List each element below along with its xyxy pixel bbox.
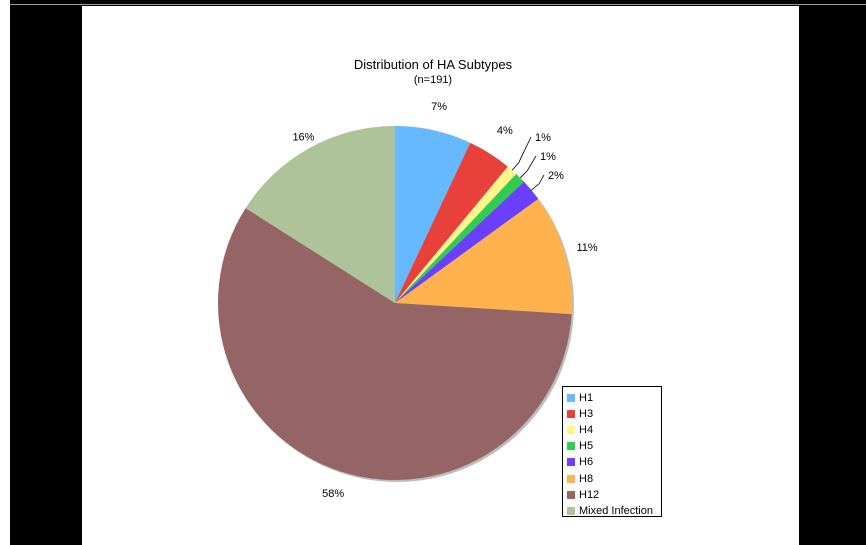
legend-swatch [567,442,575,451]
legend-label: H8 [579,472,594,485]
slice-label-h4: 1% [535,132,551,144]
legend-swatch [567,490,575,499]
slice-label-h5: 1% [540,151,556,163]
pie-slice-h3 [395,142,508,303]
left-margin [0,0,10,545]
legend-label: H5 [579,440,594,453]
legend-swatch [567,394,575,403]
pie-slice-mixed-infection [245,125,395,303]
top-divider [0,4,866,5]
slice-label-h8: 11% [576,242,597,254]
chart-legend: H1 H3 H4 H5 H6 H8 H12 Mixed Infection [562,386,662,517]
leader-line-h4 [511,136,532,171]
legend-swatch [567,410,575,419]
pie-slice-h1 [395,126,471,303]
legend-item-mixed-infection: Mixed Infection [567,503,657,519]
slice-label-h3: 4% [497,125,513,137]
chart-subtitle: (n=191) [413,74,453,86]
legend-swatch [567,458,575,467]
chart-title: Distribution of HA Subtypes [353,57,513,72]
leader-line-h5 [519,155,537,179]
legend-label: H4 [579,424,594,437]
pie-slice-h8 [395,198,573,315]
legend-item-h6: H6 [567,454,657,470]
pie-slice-h5 [395,173,525,303]
legend-label: H1 [579,392,594,405]
slice-label-h12: 58% [322,488,344,500]
pie-slice-h6 [395,181,539,303]
pie-slice-h12 [218,208,572,480]
legend-item-h5: H5 [567,438,657,454]
legend-swatch [567,474,575,483]
legend-swatch [567,506,575,515]
legend-item-h12: H12 [567,487,657,503]
legend-label: H6 [579,456,594,469]
slice-label-h6: 2% [548,170,564,182]
legend-label: H12 [579,488,600,501]
legend-swatch [567,426,575,435]
slice-label-mixed-infection: 16% [292,132,314,144]
legend-item-h3: H3 [567,406,657,422]
legend-item-h1: H1 [567,390,657,406]
legend-item-h8: H8 [567,470,657,486]
legend-item-h4: H4 [567,422,657,438]
legend-label: H3 [579,408,594,421]
legend-label: Mixed Infection [579,504,653,517]
slice-label-h1: 7% [431,101,447,113]
pie-slice-h4 [395,166,517,303]
leader-line-h6 [531,174,545,191]
